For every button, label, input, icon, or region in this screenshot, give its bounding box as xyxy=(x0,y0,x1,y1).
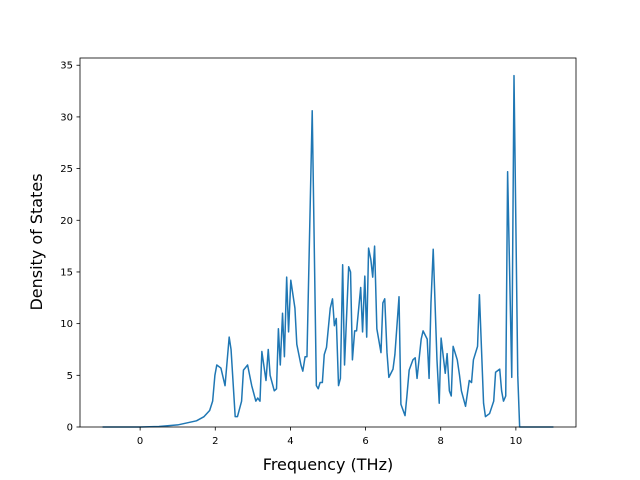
y-tick-label: 30 xyxy=(60,112,73,123)
x-tick-label: 0 xyxy=(137,436,143,447)
x-tick-label: 2 xyxy=(212,436,218,447)
axes-frame xyxy=(79,57,577,428)
x-tick-label: 8 xyxy=(438,436,444,447)
x-tick-label: 10 xyxy=(510,436,523,447)
y-tick-label: 25 xyxy=(60,164,73,175)
y-tick-label: 0 xyxy=(67,423,73,434)
x-tick-label: 6 xyxy=(362,436,368,447)
y-tick-label: 10 xyxy=(60,319,73,330)
dos-line xyxy=(102,74,554,428)
y-axis-label: Density of States xyxy=(27,173,46,310)
x-tick-label: 4 xyxy=(287,436,293,447)
y-tick-label: 35 xyxy=(60,61,73,72)
y-tick-label: 15 xyxy=(60,267,73,278)
plot-area xyxy=(102,74,554,428)
x-axis-label: Frequency (THz) xyxy=(263,455,393,474)
y-tick-label: 5 xyxy=(67,371,73,382)
y-tick-label: 20 xyxy=(60,216,73,227)
